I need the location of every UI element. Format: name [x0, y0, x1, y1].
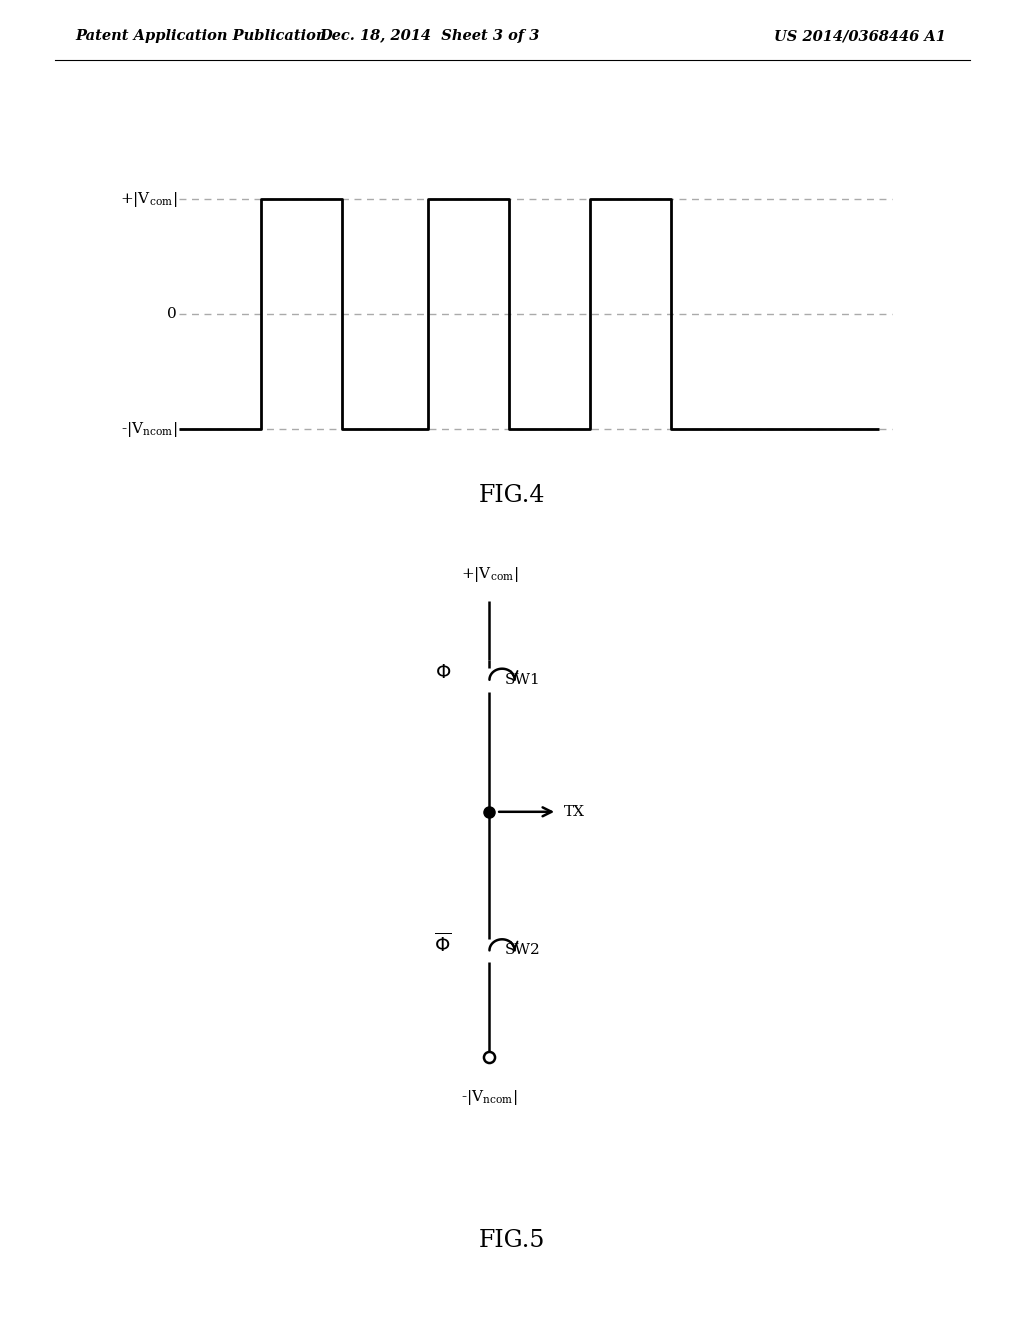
Text: FIG.5: FIG.5: [479, 1229, 545, 1251]
Text: FIG.4: FIG.4: [479, 483, 545, 507]
Text: US 2014/0368446 A1: US 2014/0368446 A1: [774, 29, 946, 44]
Text: 0: 0: [168, 308, 177, 321]
Text: -|V$_{\mathregular{ncom}}$|: -|V$_{\mathregular{ncom}}$|: [461, 1088, 518, 1106]
Text: $\Phi$: $\Phi$: [435, 664, 452, 682]
Text: Patent Application Publication: Patent Application Publication: [75, 29, 327, 44]
Text: SW1: SW1: [505, 673, 540, 686]
Text: +|V$_{\mathregular{com}}$|: +|V$_{\mathregular{com}}$|: [120, 190, 177, 209]
Text: +|V$_{\mathregular{com}}$|: +|V$_{\mathregular{com}}$|: [461, 565, 518, 583]
Text: SW2: SW2: [505, 944, 540, 957]
Text: -|V$_{\mathregular{ncom}}$|: -|V$_{\mathregular{ncom}}$|: [121, 420, 177, 438]
Text: TX: TX: [564, 805, 585, 818]
Text: Dec. 18, 2014  Sheet 3 of 3: Dec. 18, 2014 Sheet 3 of 3: [319, 29, 541, 44]
Text: $\overline{\Phi}$: $\overline{\Phi}$: [434, 932, 452, 956]
